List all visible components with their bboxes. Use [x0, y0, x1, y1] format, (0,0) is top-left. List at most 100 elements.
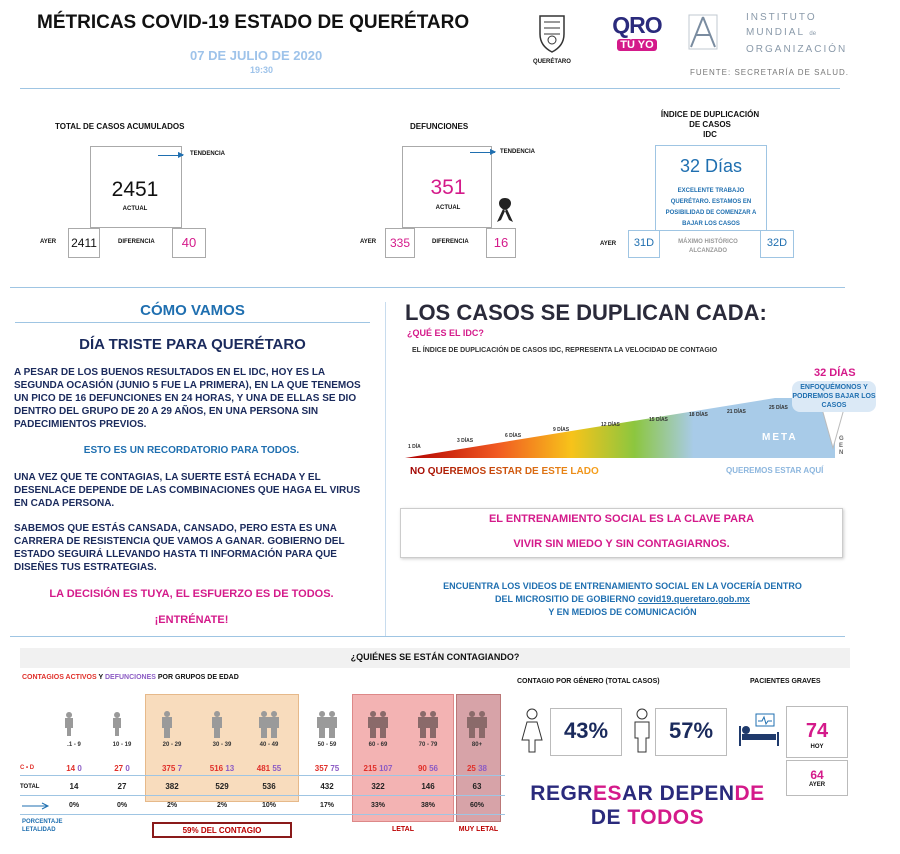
source-note: FUENTE: SECRETARÍA DE SALUD.: [690, 68, 849, 77]
deaths-diff-value: 16: [493, 235, 509, 250]
who-heading: ¿QUIÉNES SE ESTÁN CONTAGIANDO?: [350, 652, 520, 662]
institute-name: INSTITUTO MUNDIAL de ORGANIZACIÓN: [746, 12, 848, 55]
gen-label: GEN: [839, 436, 844, 456]
scale-label: 1 DÍA: [408, 444, 421, 450]
report-date: 07 DE JULIO DE 2020: [190, 48, 323, 63]
lethality-percent: 0%: [116, 802, 128, 809]
deaths-ayer-label: AYER: [360, 239, 377, 245]
slogan: REGRESAR DEPENDE DE TODOS: [530, 782, 765, 829]
total-cases: 536: [262, 782, 276, 791]
idc-main-box: [655, 145, 767, 231]
cases-actual-label: ACTUAL: [122, 206, 148, 212]
age-range-label: 60 - 69: [368, 742, 388, 748]
total-cases: 63: [472, 782, 482, 791]
scale-label: 15 DÍAS: [649, 417, 668, 423]
total-cases: 382: [165, 782, 179, 791]
scale-label: 18 DÍAS: [689, 412, 708, 418]
who-subtitle: CONTAGIOS ACTIVOS Y DEFUNCIONES POR GRUP…: [22, 674, 239, 681]
cases-ayer-label: AYER: [40, 239, 57, 245]
female-percent: 43%: [563, 718, 609, 743]
lethality-percent: 2%: [166, 802, 178, 809]
deaths-label: DEFUNCIONES: [410, 122, 469, 131]
training-box: [400, 508, 843, 558]
age-range-label: 20 - 29: [162, 742, 182, 748]
cases-label: TOTAL DE CASOS ACUMULADOS: [55, 122, 185, 131]
age-range-label: 30 - 39: [212, 742, 232, 748]
female-icon: [520, 708, 544, 759]
scale-label: 3 DÍAS: [457, 438, 474, 444]
lethality-percent: 17%: [319, 802, 334, 809]
letal-label: LETAL: [391, 826, 415, 833]
lethality-percent: 38%: [420, 802, 435, 809]
trend-arrow-icon: ▶: [490, 147, 497, 156]
cases-main-box: [90, 146, 182, 228]
age-range-label: 50 - 59: [317, 742, 337, 748]
male-box: [655, 708, 727, 756]
idc-ayer-value: 31D: [633, 237, 655, 249]
contagios-defunciones: 375 7: [161, 764, 183, 773]
row-pct-label: PORCENTAJE LETALIDAD: [22, 819, 63, 833]
letalidad-arrow-icon: [20, 797, 50, 810]
meta-label: META: [762, 432, 798, 443]
training-line-2: VIVIR SIN MIEDO Y SIN CONTAGIARNOS.: [513, 538, 730, 550]
age-range-label: 40 - 49: [259, 742, 279, 748]
contagios-defunciones: 27 0: [114, 764, 130, 773]
lethality-percent: 60%: [469, 802, 484, 809]
report-time: 19:30: [250, 65, 274, 75]
cases-trend-label: TENDENCIA: [190, 151, 226, 157]
scale-labels: 1 DÍA 3 DÍAS 6 DÍAS 9 DÍAS 12 DÍAS 15 DÍAS 18 …: [405, 400, 845, 460]
cases-value: 2451: [111, 178, 159, 201]
scale-label: 6 DÍAS: [505, 433, 522, 439]
microsite-link[interactable]: covid19.queretaro.gob.mx: [637, 594, 750, 604]
muy-letal-label: MUY LETAL: [458, 826, 499, 833]
cases-diff-label: DIFERENCIA: [118, 239, 155, 245]
idc-max-value: 32D: [766, 237, 788, 249]
idc-value: 32 Días: [679, 156, 743, 176]
contagios-defunciones: 14 0: [66, 764, 82, 773]
female-box: [550, 708, 622, 756]
contagios-defunciones: 357 75: [314, 764, 340, 773]
idc-current-value: 32 DÍAS: [814, 367, 856, 379]
grave-yesterday-box: [786, 760, 848, 796]
como-vamos-paragraph-3: UNA VEZ QUE TE CONTAGIAS, LA SUERTE ESTÁ…: [14, 472, 361, 509]
grave-title: PACIENTES GRAVES: [750, 678, 821, 685]
deaths-value: 351: [430, 176, 466, 199]
idc-max-box: [760, 230, 794, 258]
contagios-defunciones: 90 56: [417, 764, 439, 773]
institute-logo-icon: [688, 14, 718, 50]
como-vamos-call: ¡ENTRÉNATE!: [154, 614, 229, 626]
duplication-heading: LOS CASOS SE DUPLICAN CADA:: [405, 300, 767, 325]
como-vamos-subheading: DÍA TRISTE PARA QUERÉTARO: [79, 336, 306, 353]
total-cases: 14: [69, 782, 79, 791]
right-caption: QUEREMOS ESTAR AQUÍ: [726, 466, 824, 475]
grave-today-label: HOY: [810, 744, 824, 750]
grave-today-value: 74: [805, 720, 829, 742]
page-title: MÉTRICAS COVID-19 ESTADO DE QUERÉTARO: [37, 12, 470, 33]
person-figure-icon: [467, 711, 487, 738]
male-percent: 57%: [668, 718, 714, 743]
deaths-main-box: [402, 146, 492, 228]
deaths-diff-label: DIFERENCIA: [432, 239, 469, 245]
person-figure-icon: [418, 711, 438, 738]
cases-ayer-value: 2411: [71, 236, 97, 250]
idc-callout: ENFOQUÉMONOS Y PODREMOS BAJAR LOS CASOS: [792, 381, 876, 412]
total-cases: 27: [117, 782, 127, 791]
lethality-percent: 10%: [261, 802, 276, 809]
muy-letal-band: [456, 694, 501, 822]
person-figure-icon: [113, 712, 121, 736]
row-total-label: TOTAL: [20, 784, 40, 790]
hospital-bed-icon: [738, 712, 782, 753]
age-range-label: 10 - 19: [112, 742, 132, 748]
person-figure-icon: [65, 712, 73, 736]
como-vamos-paragraph-1: A PESAR DE LOS BUENOS RESULTADOS EN EL I…: [14, 367, 361, 430]
deaths-actual-label: ACTUAL: [435, 205, 461, 211]
scale-label: 25 DÍAS: [769, 405, 788, 411]
idc-question: ¿QUÉ ES EL IDC?: [407, 328, 484, 338]
qro-tu-yo-logo: QRO TÚ YO: [612, 12, 663, 51]
training-line-1: EL ENTRENAMIENTO SOCIAL ES LA CLAVE PARA: [488, 513, 755, 525]
deaths-diff-box: [486, 228, 516, 258]
idc-message: EXCELENTE TRABAJO QUERÉTARO. ESTAMOS EN …: [665, 188, 757, 227]
letal-band: [352, 694, 454, 822]
contagios-defunciones: 215 107: [363, 764, 393, 773]
person-figure-icon: [212, 711, 222, 738]
